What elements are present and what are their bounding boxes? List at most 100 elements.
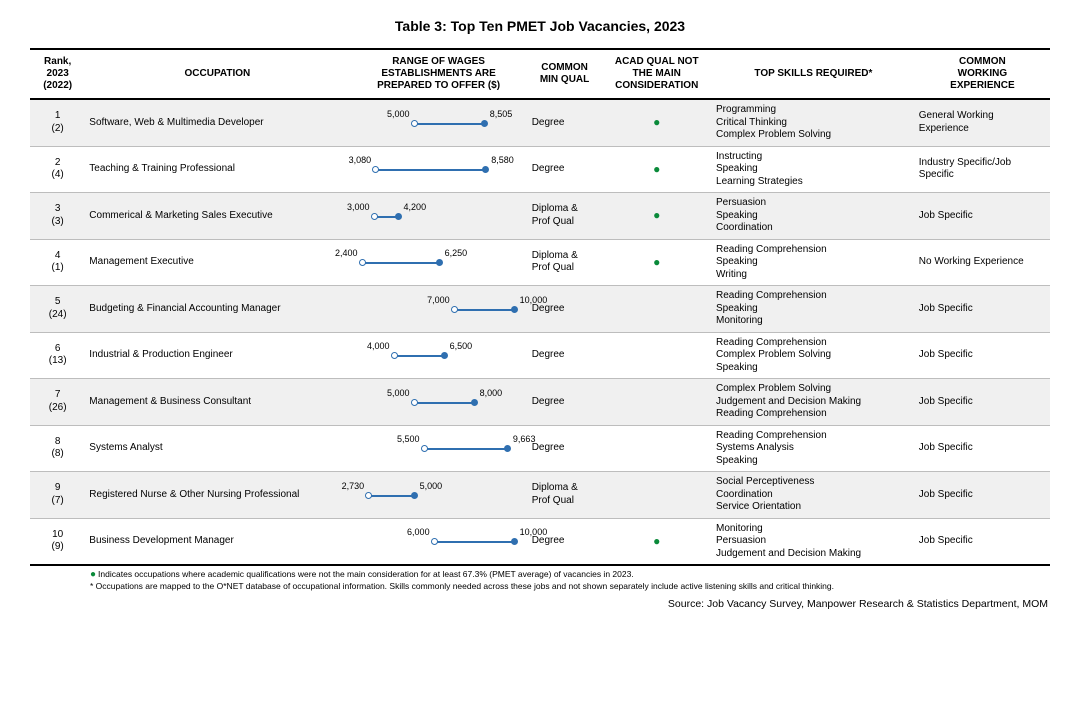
table-row: 6(13)Industrial & Production Engineer4,0… [30,332,1050,379]
table-row: 2(4)Teaching & Training Professional3,08… [30,146,1050,193]
min-qual-cell: Degree [528,332,602,379]
min-qual-cell: Diploma &Prof Qual [528,193,602,240]
experience-cell: Job Specific [915,332,1050,379]
acad-not-main-cell: ● [601,518,712,565]
occupation-cell: Industrial & Production Engineer [85,332,349,379]
wage-dot-low [391,352,398,359]
skills-cell: MonitoringPersuasionJudgement and Decisi… [712,518,915,565]
occupation-cell: Management & Business Consultant [85,379,349,426]
wage-label-high: 4,200 [398,202,427,213]
experience-cell: Job Specific [915,472,1050,519]
skills-cell: Reading ComprehensionSpeakingMonitoring [712,286,915,333]
table-row: 7(26)Management & Business Consultant5,0… [30,379,1050,426]
wage-range-cell: 7,00010,000 [350,286,528,333]
th-rank: Rank,2023(2022) [30,49,85,99]
wage-track [368,495,413,497]
wage-range-chart: 6,00010,000 [354,529,524,553]
wage-track [414,402,474,404]
wage-dot-high [481,120,488,127]
dot-icon: ● [90,569,98,580]
occupation-cell: Business Development Manager [85,518,349,565]
wage-label-low: 5,500 [397,434,424,445]
wage-dot-low [372,166,379,173]
footnotes: ●Indicates occupations where academic qu… [30,568,1050,592]
th-min-qual: COMMONMIN QUAL [528,49,602,99]
wage-dot-high [511,538,518,545]
footnote-acad: ●Indicates occupations where academic qu… [90,568,1050,581]
th-skills: TOP SKILLS REQUIRED* [712,49,915,99]
acad-not-main-cell: ● [601,193,712,240]
wage-track [375,169,485,171]
rank-cell: 4(1) [30,239,85,286]
wage-dot-high [411,492,418,499]
table-header-row: Rank,2023(2022) OCCUPATION RANGE OF WAGE… [30,49,1050,99]
rank-cell: 7(26) [30,379,85,426]
acad-not-main-cell: ● [601,146,712,193]
experience-cell: Job Specific [915,425,1050,472]
acad-not-main-cell [601,379,712,426]
table-row: 4(1)Management Executive2,4006,250Diplom… [30,239,1050,286]
skills-cell: Social PerceptivenessCoordinationService… [712,472,915,519]
wage-dot-low [371,213,378,220]
wage-label-low: 2,730 [342,481,369,492]
rank-cell: 3(3) [30,193,85,240]
wage-dot-low [421,445,428,452]
wage-dot-high [482,166,489,173]
acad-not-main-cell: ● [601,99,712,146]
table-body: 1(2)Software, Web & Multimedia Developer… [30,99,1050,565]
experience-cell: Job Specific [915,286,1050,333]
table-title: Table 3: Top Ten PMET Job Vacancies, 202… [30,18,1050,34]
wage-range-chart: 5,5009,663 [354,436,524,460]
table-row: 3(3)Commerical & Marketing Sales Executi… [30,193,1050,240]
acad-not-main-cell [601,472,712,519]
experience-cell: Industry Specific/Job Specific [915,146,1050,193]
min-qual-cell: Diploma &Prof Qual [528,239,602,286]
wage-range-cell: 5,0008,505 [350,99,528,146]
source-line: Source: Job Vacancy Survey, Manpower Res… [30,598,1050,610]
table-row: 9(7)Registered Nurse & Other Nursing Pro… [30,472,1050,519]
wage-dot-high [395,213,402,220]
page: Table 3: Top Ten PMET Job Vacancies, 202… [0,0,1080,709]
min-qual-cell: Degree [528,99,602,146]
th-acad: ACAD QUAL NOTTHE MAINCONSIDERATION [601,49,712,99]
wage-range-chart: 5,0008,000 [354,390,524,414]
wage-label-high: 10,000 [514,295,548,306]
occupation-cell: Registered Nurse & Other Nursing Profess… [85,472,349,519]
acad-not-main-cell [601,286,712,333]
skills-cell: InstructingSpeakingLearning Strategies [712,146,915,193]
wage-label-high: 8,505 [484,109,513,120]
skills-cell: Reading ComprehensionComplex Problem Sol… [712,332,915,379]
acad-not-main-cell [601,425,712,472]
wage-dot-low [451,306,458,313]
wage-range-cell: 2,7305,000 [350,472,528,519]
wage-label-high: 8,580 [485,155,514,166]
wage-range-cell: 5,5009,663 [350,425,528,472]
occupation-cell: Commerical & Marketing Sales Executive [85,193,349,240]
rank-cell: 1(2) [30,99,85,146]
wage-label-high: 6,500 [444,341,473,352]
wage-dot-low [431,538,438,545]
wage-label-low: 7,000 [427,295,454,306]
min-qual-cell: Degree [528,286,602,333]
occupation-cell: Management Executive [85,239,349,286]
wage-label-low: 3,000 [347,202,374,213]
wage-range-chart: 5,0008,505 [354,111,524,135]
wage-track [424,448,507,450]
wage-label-low: 2,400 [335,248,362,259]
wage-range-chart: 4,0006,500 [354,343,524,367]
rank-cell: 2(4) [30,146,85,193]
acad-not-main-cell: ● [601,239,712,286]
experience-cell: Job Specific [915,518,1050,565]
th-wage: RANGE OF WAGESESTABLISHMENTS AREPREPARED… [350,49,528,99]
acad-not-main-cell [601,332,712,379]
wage-dot-high [511,306,518,313]
wage-range-cell: 3,000 4,200 [350,193,528,240]
wage-range-cell: 5,0008,000 [350,379,528,426]
wage-dot-high [436,259,443,266]
wage-range-cell: 2,4006,250 [350,239,528,286]
skills-cell: ProgrammingCritical ThinkingComplex Prob… [712,99,915,146]
wage-dot-high [504,445,511,452]
table-row: 1(2)Software, Web & Multimedia Developer… [30,99,1050,146]
wage-range-cell: 4,0006,500 [350,332,528,379]
min-qual-cell: Degree [528,518,602,565]
